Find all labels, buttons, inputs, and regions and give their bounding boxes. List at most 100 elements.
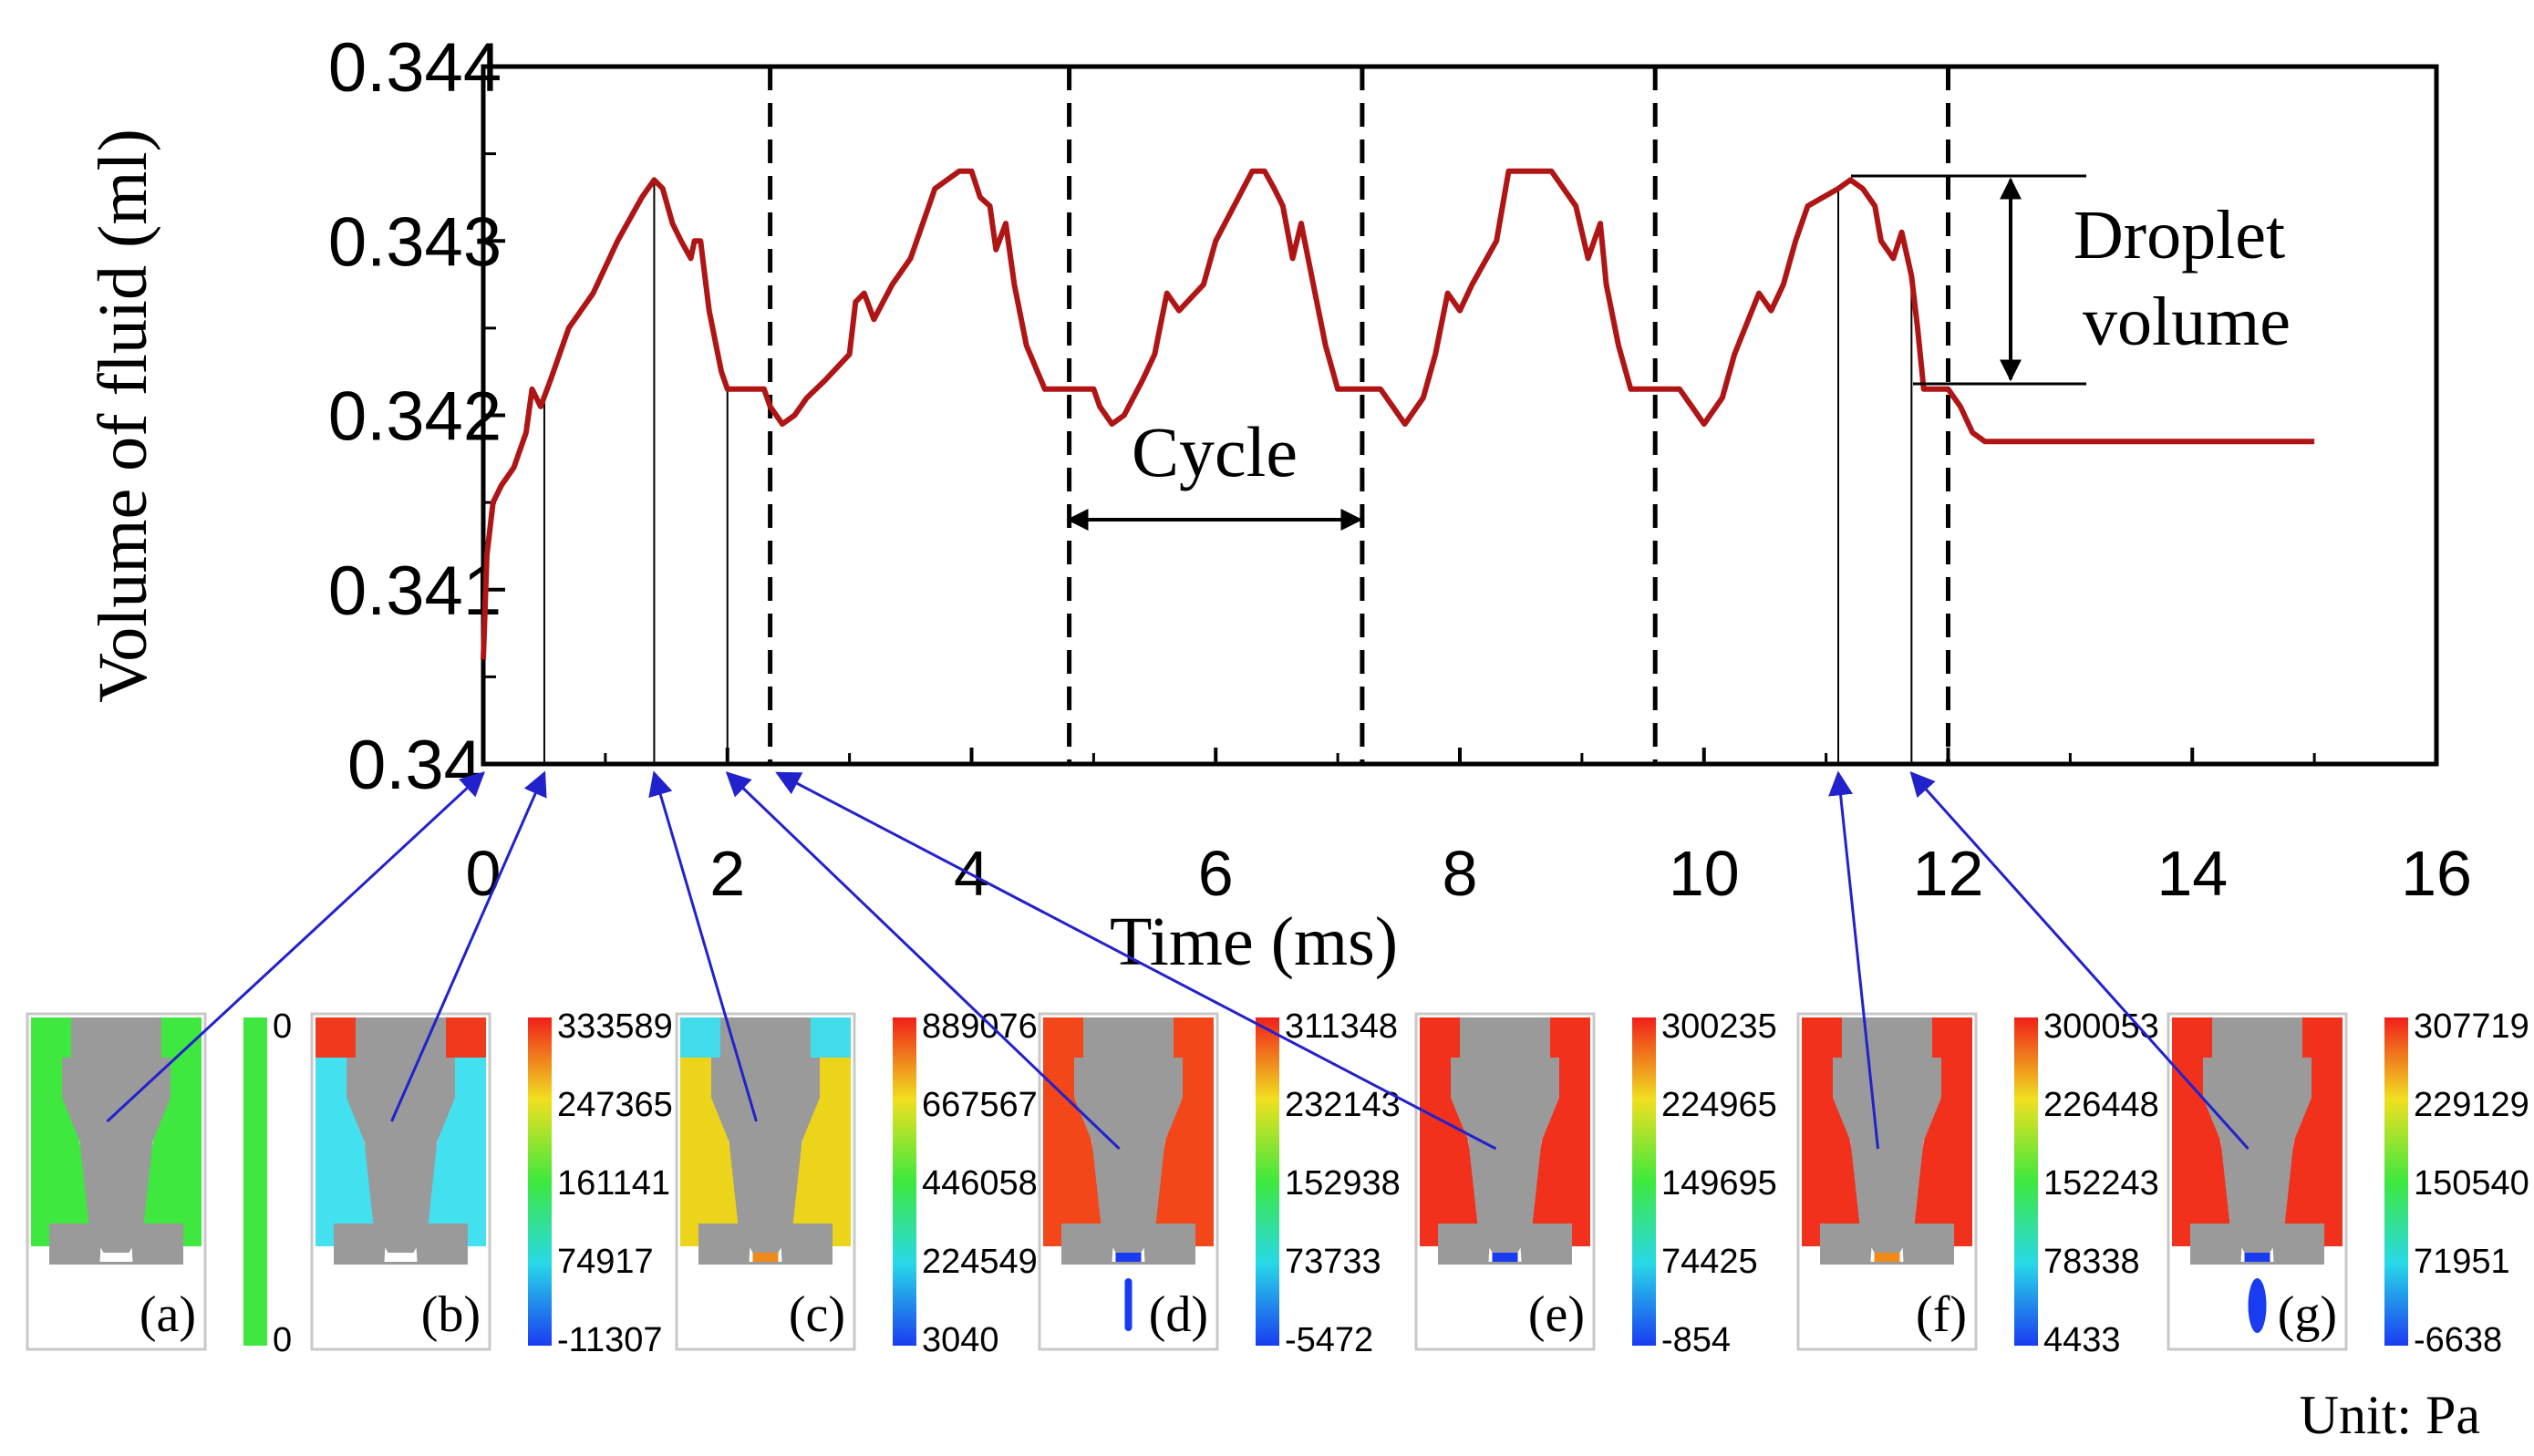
colorbar-value: 4433 bbox=[2043, 1321, 2121, 1359]
nozzle-body bbox=[711, 1017, 820, 1253]
nozzle-body bbox=[1451, 1017, 1559, 1253]
pointer-arrow bbox=[1828, 770, 1879, 1150]
sim-panel: (a) 0 0 bbox=[26, 1007, 292, 1359]
sim-panel: (f) 300053 226448 152243 78338 4433 bbox=[1796, 1007, 2159, 1359]
colorbar-value: 232143 bbox=[1285, 1086, 1401, 1124]
colorbar bbox=[2014, 1017, 2038, 1346]
droplet-stream bbox=[1124, 1278, 1133, 1331]
panel-label: (g) bbox=[2278, 1286, 2337, 1343]
colorbar-value: 667567 bbox=[922, 1086, 1038, 1124]
colorbar-value: 161141 bbox=[557, 1164, 670, 1203]
nozzle-base bbox=[1438, 1224, 1572, 1265]
sim-panel: (e) 300235 224965 149695 74425 -854 bbox=[1414, 1007, 1777, 1359]
y-tick-label: 0.341 bbox=[328, 552, 502, 630]
cycle-label: Cycle bbox=[1132, 412, 1298, 491]
x-tick-label: 10 bbox=[1669, 838, 1740, 909]
colorbar-value: 300235 bbox=[1661, 1007, 1777, 1046]
nozzle-tip-fluid bbox=[388, 1253, 414, 1262]
colorbar-value: 150540 bbox=[2414, 1164, 2529, 1203]
x-tick-label: 16 bbox=[2401, 838, 2472, 909]
colorbar-value: 224549 bbox=[922, 1243, 1038, 1281]
fluid-right-region bbox=[1523, 1058, 1590, 1246]
panel-label: (f) bbox=[1916, 1286, 1967, 1343]
x-axis-label: Time (ms) bbox=[1110, 904, 1398, 980]
colorbar-value: -5472 bbox=[1285, 1321, 1373, 1359]
sample-marker-lines bbox=[543, 180, 1913, 764]
nozzle-base bbox=[1061, 1224, 1195, 1265]
fluid-right-region bbox=[2275, 1058, 2343, 1246]
colorbar-value: 247365 bbox=[557, 1086, 673, 1124]
fluid-left-region bbox=[1043, 1058, 1111, 1246]
nozzle-tip-fluid bbox=[103, 1253, 129, 1262]
colorbar-value: 74425 bbox=[1661, 1243, 1758, 1281]
ejected-droplet bbox=[2248, 1278, 2267, 1333]
pointer-arrow bbox=[775, 771, 1497, 1151]
nozzle-body bbox=[2203, 1017, 2312, 1253]
fluid-left-region bbox=[315, 1058, 383, 1246]
pointer-arrows bbox=[106, 770, 2250, 1151]
panel-label: (a) bbox=[140, 1286, 196, 1343]
pointer-arrow bbox=[1909, 770, 2250, 1151]
colorbar-value: 0 bbox=[273, 1007, 292, 1046]
fluid-right-region bbox=[783, 1058, 851, 1246]
x-tick-label: 14 bbox=[2156, 838, 2228, 909]
colorbar-value: -854 bbox=[1661, 1321, 1731, 1359]
colorbar-value: 71951 bbox=[2414, 1243, 2510, 1281]
colorbar-value: 74917 bbox=[557, 1243, 654, 1281]
colorbar-value: 224965 bbox=[1661, 1086, 1777, 1124]
panel-label: (e) bbox=[1528, 1286, 1585, 1343]
nozzle-tip-fluid bbox=[1492, 1253, 1518, 1262]
colorbar-value: 149695 bbox=[1661, 1164, 1777, 1203]
colorbar-value: 226448 bbox=[2043, 1086, 2159, 1124]
simulation-panels: (a) 0 0 (b) 333589 247365 161141 74917 -11307 (c)… bbox=[26, 1007, 2529, 1359]
nozzle-body bbox=[346, 1017, 455, 1253]
colorbar-value: 78338 bbox=[2043, 1243, 2140, 1281]
colorbar-value: 229129 bbox=[2414, 1086, 2529, 1124]
colorbar bbox=[528, 1017, 552, 1346]
nozzle-base bbox=[49, 1224, 183, 1265]
droplet-label-line2: volume bbox=[2083, 284, 2291, 360]
panel-label: (d) bbox=[1149, 1286, 1208, 1343]
panel-label: (c) bbox=[789, 1286, 845, 1343]
colorbar-value: 0 bbox=[273, 1321, 292, 1359]
x-tick-label: 12 bbox=[1913, 838, 1984, 909]
colorbar bbox=[2384, 1017, 2408, 1346]
pointer-arrow bbox=[725, 771, 1121, 1151]
fluid-right-region bbox=[1905, 1058, 1972, 1246]
nozzle-tip-fluid bbox=[1874, 1253, 1900, 1262]
nozzle-base bbox=[2190, 1224, 2324, 1265]
sim-panel: (g) 307719 229129 150540 71951 -6638 bbox=[2167, 1007, 2529, 1359]
fluid-left-region bbox=[2172, 1058, 2239, 1246]
nozzle-body bbox=[1833, 1017, 1941, 1253]
y-tick-label: 0.342 bbox=[328, 378, 502, 456]
nozzle-tip-fluid bbox=[752, 1253, 779, 1262]
colorbar-value: 152938 bbox=[1285, 1164, 1401, 1203]
colorbar-value: 152243 bbox=[2043, 1164, 2159, 1203]
unit-label: Unit: Pa bbox=[2300, 1385, 2480, 1445]
pointer-arrow bbox=[106, 771, 485, 1123]
fluid-left-region bbox=[1420, 1058, 1487, 1246]
y-tick-label: 0.344 bbox=[328, 29, 502, 107]
colorbar-value: 3040 bbox=[922, 1321, 999, 1359]
pointer-arrow bbox=[648, 770, 758, 1122]
x-tick-label: 0 bbox=[466, 838, 502, 909]
colorbar bbox=[243, 1017, 267, 1346]
colorbar-value: 311348 bbox=[1285, 1007, 1398, 1046]
fluid-right-region bbox=[419, 1058, 486, 1246]
colorbar-value: 307719 bbox=[2414, 1007, 2529, 1046]
fluid-right-region bbox=[134, 1058, 202, 1246]
nozzle-tip-fluid bbox=[2244, 1253, 2270, 1262]
sim-panel: (d) 311348 232143 152938 73733 -5472 bbox=[1038, 1007, 1401, 1359]
sim-panel: (b) 333589 247365 161141 74917 -11307 bbox=[310, 1007, 673, 1359]
y-tick-label: 0.343 bbox=[328, 203, 502, 281]
colorbar-value: 300053 bbox=[2043, 1007, 2159, 1046]
fluid-right-region bbox=[1146, 1058, 1214, 1246]
fluid-left-region bbox=[1802, 1058, 1869, 1246]
colorbar-value: 446058 bbox=[922, 1164, 1038, 1203]
series-line-volume bbox=[481, 168, 2315, 660]
fluid-left-region bbox=[31, 1058, 98, 1246]
droplet-label-line1: Droplet bbox=[2074, 197, 2285, 274]
pointer-arrow bbox=[390, 770, 547, 1122]
